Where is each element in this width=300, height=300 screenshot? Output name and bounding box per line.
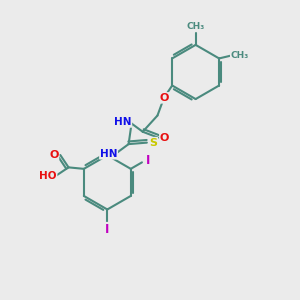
Text: O: O [160, 133, 169, 142]
Text: HN: HN [114, 117, 131, 127]
Text: CH₃: CH₃ [187, 22, 205, 31]
Text: CH₃: CH₃ [231, 51, 249, 60]
Text: O: O [49, 150, 58, 160]
Text: HN: HN [100, 149, 117, 159]
Text: S: S [149, 138, 157, 148]
Text: I: I [146, 154, 150, 167]
Text: HO: HO [39, 171, 57, 181]
Text: O: O [159, 93, 169, 103]
Text: I: I [105, 223, 110, 236]
